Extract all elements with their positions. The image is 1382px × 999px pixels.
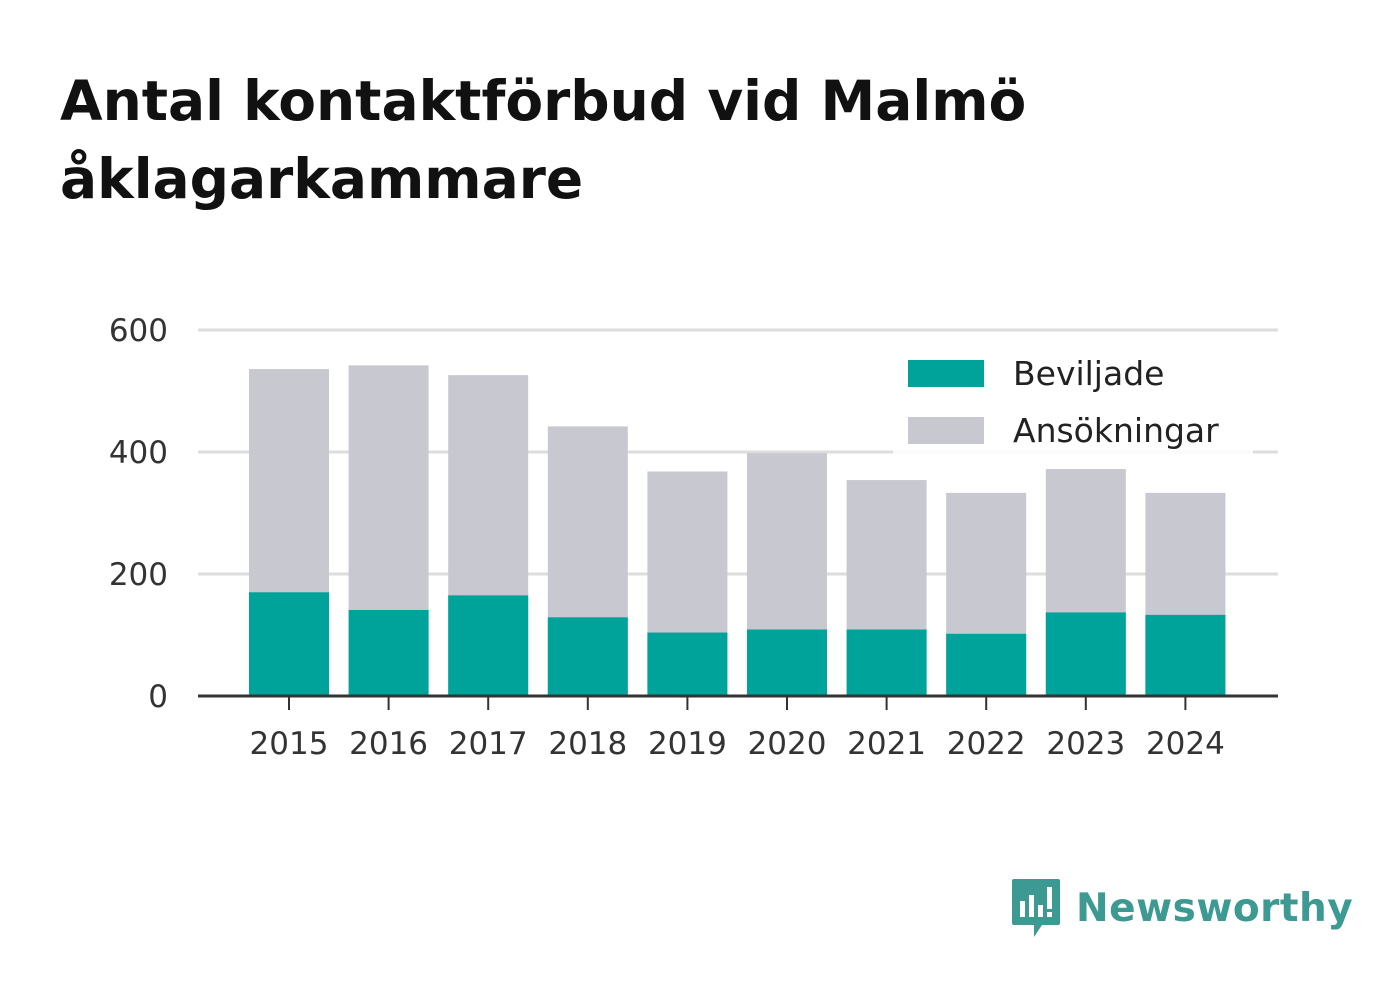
bar-beviljade-2018: [547, 617, 628, 696]
bar-beviljade-2022: [946, 633, 1027, 696]
legend-label: Beviljade: [1013, 354, 1164, 393]
y-tick-label: 0: [148, 679, 168, 715]
bar-beviljade-2016: [348, 609, 429, 696]
x-tick-label: 2021: [847, 726, 926, 762]
legend: Beviljade Ansökningar: [893, 346, 1253, 454]
bars: [249, 365, 1226, 696]
x-tick-label: 2022: [947, 726, 1026, 762]
y-tick-label: 600: [109, 313, 168, 349]
x-tick-label: 2016: [349, 726, 428, 762]
newsworthy-logo-icon: [1012, 879, 1060, 937]
y-tick-label: 200: [109, 557, 168, 593]
bar-beviljade-2017: [448, 595, 529, 696]
x-tick-label: 2024: [1146, 726, 1225, 762]
y-tick-label: 400: [109, 435, 168, 471]
bar-beviljade-2023: [1045, 612, 1126, 696]
chart-title: Antal kontaktförbud vid Malmö åklagarkam…: [60, 69, 1027, 211]
legend-label: Ansökningar: [1013, 411, 1219, 450]
x-tick-label: 2015: [250, 726, 329, 762]
x-tick-label: 2017: [449, 726, 528, 762]
bar-beviljade-2020: [747, 629, 827, 696]
bar-beviljade-2019: [647, 632, 728, 696]
legend-swatch: [908, 360, 984, 387]
axes: 0 200 400 600 2015 2016 2017 2018 2019 2020 2021 20…: [109, 313, 1278, 762]
x-tick-label: 2020: [748, 726, 827, 762]
bar-beviljade-2015: [249, 592, 329, 696]
x-tick-label: 2023: [1046, 726, 1125, 762]
bar-beviljade-2024: [1145, 614, 1226, 696]
bar-beviljade-2021: [846, 629, 927, 696]
legend-swatch: [908, 417, 984, 444]
brand-name: Newsworthy: [1076, 885, 1354, 931]
x-tick-label: 2019: [648, 726, 727, 762]
brand-logo: Newsworthy: [1010, 876, 1353, 940]
x-tick-label: 2018: [548, 726, 627, 762]
